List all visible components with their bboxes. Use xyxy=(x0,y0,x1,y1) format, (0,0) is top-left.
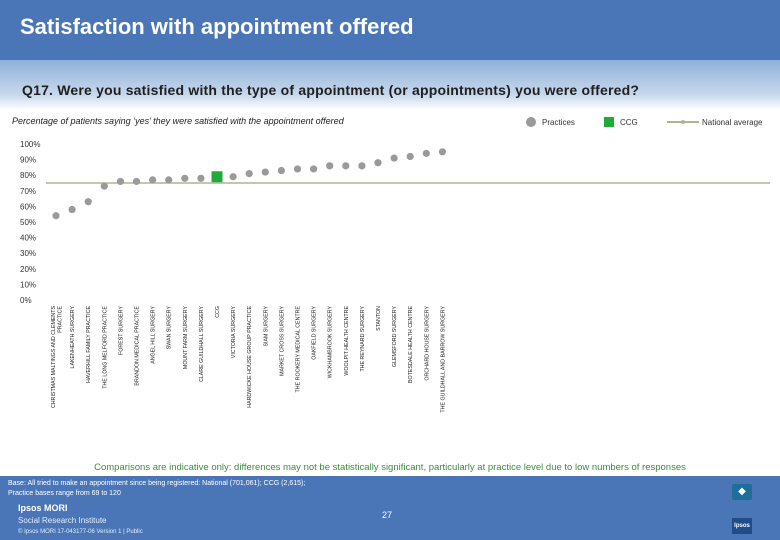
practice-point xyxy=(197,174,205,182)
x-tick-label: THE ROOKERY MEDICAL CENTRE xyxy=(296,306,302,393)
base-line-1: Base: All tried to make an appointment s… xyxy=(8,480,306,487)
x-tick-label: THE GUILDHALL AND BARROW SURGERY xyxy=(440,306,446,413)
brand-logo-text: Ipsos MORI xyxy=(18,503,68,513)
practice-point xyxy=(310,165,318,173)
practice-point xyxy=(358,162,366,170)
x-tick-label: WICKHAMBROOK SURGERY xyxy=(328,306,334,379)
nhs-logo-icon: ◆ xyxy=(732,484,752,500)
question-text: Q17. Were you satisfied with the type of… xyxy=(22,82,640,98)
practice-point xyxy=(68,205,76,214)
comparison-note: Comparisons are indicative only: differe… xyxy=(94,462,686,473)
y-tick-label: 90% xyxy=(20,156,36,165)
x-tick-label: ANGEL HILL SURGERY xyxy=(151,306,157,364)
practice-point xyxy=(422,149,430,157)
x-tick-label: ORCHARD HOUSE SURGERY xyxy=(424,306,430,381)
x-tick-label: MOUNT FARM SURGERY xyxy=(183,306,189,370)
practice-point xyxy=(84,198,92,206)
base-note: Base: All tried to make an appointment s… xyxy=(8,479,408,499)
practice-point xyxy=(374,159,382,167)
practice-point xyxy=(277,166,285,175)
x-axis-labels: CHRISTMAS MALTINGS AND CLEMENTS PRACTICE L… xyxy=(51,306,447,413)
practice-point xyxy=(181,174,189,182)
chart-subtitle: Percentage of patients saying ‘yes’ they… xyxy=(12,116,344,126)
y-tick-label: 40% xyxy=(20,234,36,243)
legend-practices-label: Practices xyxy=(542,118,575,127)
y-tick-label: 30% xyxy=(20,249,36,258)
y-tick-label: 0% xyxy=(20,296,32,305)
x-tick-label: CCG xyxy=(215,306,221,318)
x-tick-label: LAKENHEATH SURGERY xyxy=(70,306,76,369)
ccg-point xyxy=(211,171,223,183)
x-tick-label: CHRISTMAS MALTINGS AND CLEMENTS xyxy=(51,306,57,408)
y-tick-label: 20% xyxy=(20,265,36,274)
practice-point xyxy=(342,162,350,170)
brand-sub-text: Social Research Institute xyxy=(18,516,107,525)
x-tick-label: SIAM SURGERY xyxy=(263,306,269,347)
chart-legend: Practices CCG National average xyxy=(520,116,780,130)
practice-point xyxy=(149,176,157,184)
footer-bar xyxy=(0,476,780,540)
y-tick-label: 70% xyxy=(20,187,36,196)
practice-point xyxy=(293,165,302,173)
practice-point xyxy=(390,154,398,162)
page-number: 27 xyxy=(382,510,393,520)
x-tick-label: VICTORIA SURGERY xyxy=(231,306,237,359)
x-tick-label: WOOLPIT HEALTH CENTRE xyxy=(344,306,350,376)
y-tick-label: 10% xyxy=(20,280,36,289)
legend-ccg-marker xyxy=(604,117,614,127)
y-tick-label: 80% xyxy=(20,171,36,180)
x-tick-label: GLEMSFORD SURGERY xyxy=(392,306,398,368)
practice-point xyxy=(52,212,60,220)
practice-point xyxy=(326,162,334,170)
header-bar xyxy=(0,0,780,60)
legend-national-label: National average xyxy=(702,118,763,127)
x-tick-label: FOREST SURGERY xyxy=(118,306,124,355)
x-tick-label: OAKFIELD SURGERY xyxy=(312,306,318,360)
practice-point xyxy=(165,176,173,184)
satisfaction-chart: 0% 10% 20% 30% 40% 50% 60% 70% 80% 90% 100% CHRIST… xyxy=(20,140,770,413)
practice-point xyxy=(132,177,141,186)
practice-point xyxy=(261,168,269,176)
legend-national-marker xyxy=(667,120,699,124)
practice-point xyxy=(438,148,446,156)
y-tick-label: 100% xyxy=(20,140,40,149)
x-tick-label: THE REYNARD SURGERY xyxy=(360,306,366,372)
practice-point xyxy=(245,170,253,178)
practice-point xyxy=(100,182,108,190)
page-title: Satisfaction with appointment offered xyxy=(20,14,414,39)
x-tick-label: SWAN SURGERY xyxy=(167,306,173,350)
y-tick-label: 50% xyxy=(20,218,36,227)
base-line-2: Practice bases range from 69 to 120 xyxy=(8,490,121,497)
legend-ccg-label: CCG xyxy=(620,118,638,127)
y-tick-label: 60% xyxy=(20,202,36,211)
x-tick-label: BRANDON MEDICAL PRACTICE xyxy=(135,306,141,386)
x-tick-label: CLARE GUILDHALL SURGERY xyxy=(199,306,205,382)
data-points xyxy=(52,148,446,220)
ipsos-logo: Ipsos xyxy=(732,518,752,534)
x-tick-label: STANTON xyxy=(376,306,382,331)
x-tick-label: THE LONG MELFORD PRACTICE xyxy=(102,306,108,389)
y-axis: 0% 10% 20% 30% 40% 50% 60% 70% 80% 90% 100% xyxy=(20,140,40,305)
x-tick-label: PRACTICE xyxy=(57,306,63,333)
x-tick-label: HAVERHILL FAMILY PRACTICE xyxy=(86,306,92,383)
legend-practice-marker xyxy=(526,117,536,127)
question-band xyxy=(0,60,780,110)
x-tick-label: MARKET CROSS SURGERY xyxy=(279,306,285,376)
practice-point xyxy=(406,152,414,161)
x-tick-label: HARDWICKE HOUSE GROUP PRACTICE xyxy=(247,306,253,408)
x-tick-label: BOTESDALE HEALTH CENTRE xyxy=(408,306,414,383)
copyright-text: © Ipsos MORI 17-043177-06 Version 1 | Pu… xyxy=(18,529,143,535)
practice-point xyxy=(229,173,237,181)
practice-point xyxy=(116,177,124,186)
